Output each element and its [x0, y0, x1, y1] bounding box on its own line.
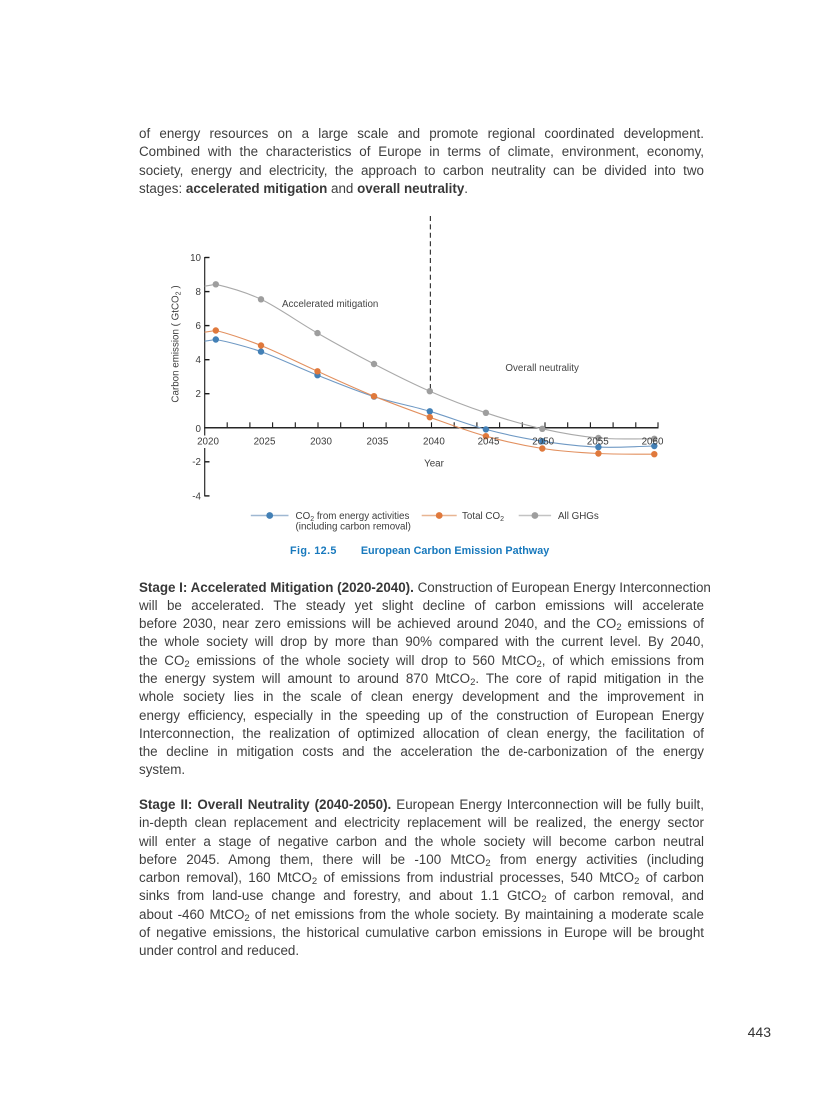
svg-text:2025: 2025 [254, 437, 276, 448]
svg-text:0: 0 [196, 424, 202, 435]
svg-text:8: 8 [196, 287, 202, 298]
svg-text:Total CO2: Total CO2 [462, 511, 504, 523]
svg-text:(including carbon removal): (including carbon removal) [296, 521, 411, 532]
svg-text:2: 2 [196, 389, 201, 400]
svg-text:2060: 2060 [642, 437, 664, 448]
svg-text:2030: 2030 [310, 437, 332, 448]
svg-text:2040: 2040 [423, 437, 445, 448]
svg-text:10: 10 [190, 253, 201, 264]
svg-text:-2: -2 [192, 457, 201, 468]
svg-text:2020: 2020 [197, 437, 219, 448]
svg-text:CO2 from energy activities: CO2 from energy activities [296, 511, 410, 523]
svg-text:Accelerated mitigation: Accelerated mitigation [282, 299, 378, 310]
svg-text:-4: -4 [192, 491, 201, 502]
svg-text:2035: 2035 [367, 437, 389, 448]
svg-text:6: 6 [196, 321, 202, 332]
svg-text:2055: 2055 [587, 437, 609, 448]
svg-text:Year: Year [424, 458, 445, 469]
svg-text:Carbon emission ( GtCO2 ): Carbon emission ( GtCO2 ) [171, 285, 183, 402]
svg-text:All GHGs: All GHGs [558, 511, 599, 522]
svg-text:Overall neutrality: Overall neutrality [505, 363, 579, 374]
svg-text:2045: 2045 [478, 437, 500, 448]
svg-text:2050: 2050 [532, 437, 554, 448]
svg-text:4: 4 [196, 355, 202, 366]
